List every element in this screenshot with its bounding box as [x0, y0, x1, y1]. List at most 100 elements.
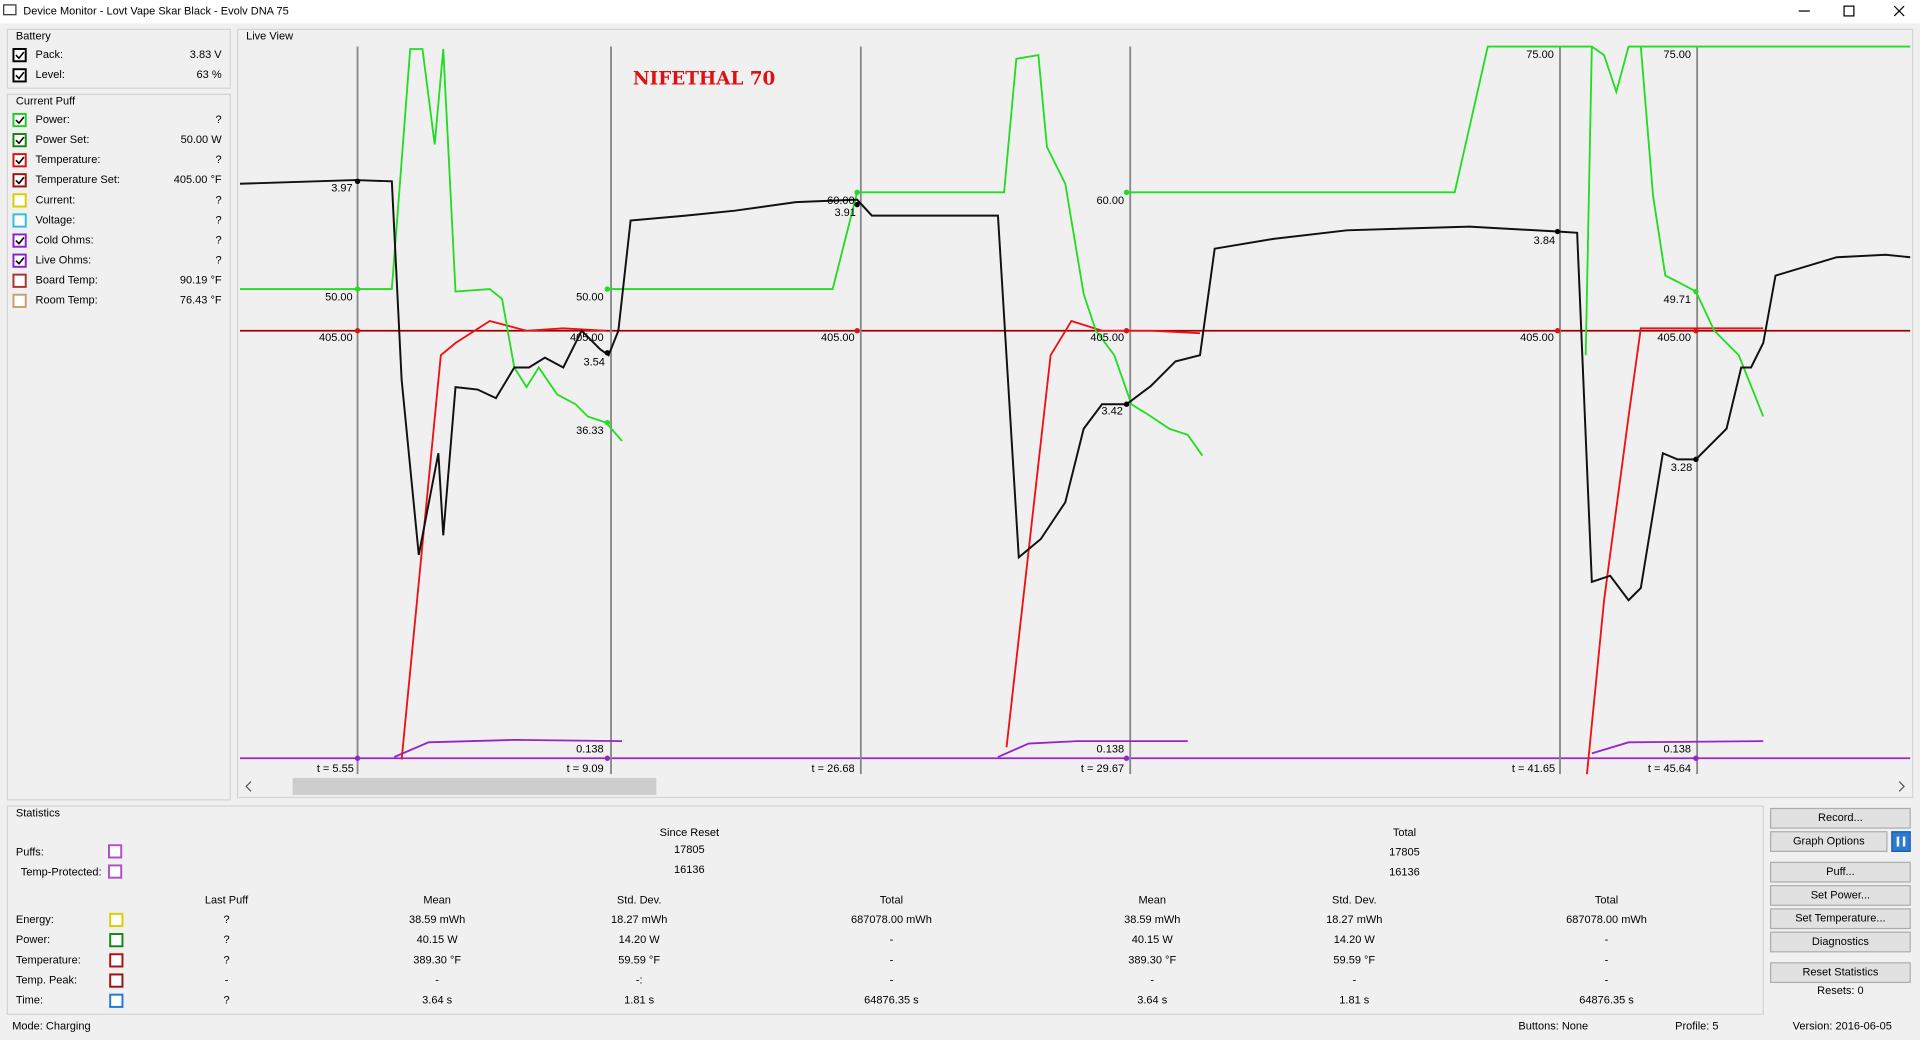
trace	[400, 319, 607, 760]
row-label: Energy:	[16, 914, 54, 926]
stat-checkbox[interactable]	[108, 844, 123, 859]
series-checkbox[interactable]	[12, 253, 27, 268]
stat-value: 3.64 s	[1137, 995, 1167, 1007]
pause-icon	[1896, 836, 1906, 847]
graph-label: 75.00	[1526, 49, 1554, 61]
stat-value: 59.59 °F	[1333, 954, 1375, 966]
check-mark	[15, 156, 25, 165]
button-label: Graph Options	[1793, 835, 1865, 847]
series-checkbox[interactable]	[12, 173, 27, 188]
graph-label: 60.00	[827, 195, 855, 207]
series-checkbox[interactable]	[12, 293, 27, 308]
scroll-left[interactable]	[245, 781, 252, 792]
stat-checkbox[interactable]	[108, 864, 123, 879]
stat-value: 1.81 s	[624, 995, 654, 1007]
button[interactable]	[1770, 831, 1888, 852]
button[interactable]	[1770, 962, 1911, 984]
group-header: Total	[1393, 827, 1416, 839]
stat-value: -	[1352, 974, 1356, 986]
row-label: Temp. Peak:	[16, 974, 77, 986]
stat-checkbox[interactable]	[109, 912, 124, 928]
button-label: Record...	[1818, 812, 1863, 824]
graph-area	[240, 46, 1911, 777]
check-mark	[15, 176, 25, 185]
stat-value: 389.30 °F	[413, 954, 461, 966]
button[interactable]	[1770, 931, 1911, 953]
stat-checkbox[interactable]	[109, 993, 124, 1008]
row-label: Room Temp:	[36, 295, 98, 307]
trace	[1584, 46, 1593, 356]
stat-value: ?	[223, 934, 229, 946]
series-checkbox[interactable]	[12, 112, 27, 128]
row-value: 3.83 V	[190, 49, 222, 61]
stat-checkbox[interactable]	[109, 973, 124, 988]
graph-label: t = 41.65	[1512, 763, 1555, 775]
column-header: Total	[1595, 894, 1618, 906]
statistics-panel	[6, 805, 1764, 1015]
battery-checkbox[interactable]	[12, 68, 27, 83]
scroll-right[interactable]	[1898, 781, 1905, 792]
sample-dot	[354, 328, 361, 334]
row-label: Temp-Protected:	[21, 867, 102, 879]
button[interactable]	[1770, 861, 1911, 883]
stat-checkbox[interactable]	[109, 933, 124, 948]
graph-label: t = 26.68	[812, 763, 855, 775]
stat-value: ?	[223, 954, 229, 966]
button[interactable]	[1770, 807, 1911, 829]
stat-value: -	[1605, 974, 1609, 986]
stat-value: -	[1605, 954, 1609, 966]
row-label: Time:	[16, 995, 43, 1007]
panel-title: Current Puff	[16, 96, 76, 108]
status-buttons: Buttons: None	[1518, 1020, 1588, 1032]
graph-label: 0.138	[576, 744, 604, 756]
button-label: Puff...	[1826, 866, 1855, 878]
restore-button[interactable]	[1843, 5, 1855, 17]
battery-checkbox[interactable]	[12, 48, 27, 63]
sample-dot	[604, 350, 611, 356]
series-checkbox[interactable]	[12, 153, 27, 168]
stat-value: 17805	[674, 844, 705, 856]
trace	[393, 738, 623, 758]
row-label: Power:	[36, 114, 70, 126]
row-label: Puffs:	[16, 846, 44, 858]
title-bar	[0, 0, 1920, 24]
graph-toggle[interactable]	[1891, 831, 1911, 852]
button[interactable]	[1770, 885, 1911, 906]
graph-label: 3.84	[1534, 235, 1555, 247]
trace	[607, 54, 1204, 457]
stat-value: 389.30 °F	[1128, 954, 1176, 966]
stat-value: -	[890, 934, 894, 946]
button-label: Set Temperature...	[1795, 913, 1885, 925]
series-checkbox[interactable]	[12, 193, 27, 208]
trace	[240, 48, 623, 442]
row-label: Level:	[36, 69, 65, 81]
stat-value: 687078.00 mWh	[1566, 914, 1647, 926]
series-checkbox[interactable]	[12, 133, 27, 148]
series-checkbox[interactable]	[12, 233, 27, 248]
check-mark	[15, 257, 25, 265]
stat-checkbox[interactable]	[109, 953, 124, 968]
graph-label: 60.00	[1097, 195, 1125, 207]
sample-dot	[1693, 755, 1699, 761]
current-puff-panel	[6, 93, 231, 801]
graph-label: 36.33	[576, 425, 604, 437]
sample-dot	[854, 328, 860, 334]
button[interactable]	[1770, 908, 1911, 930]
graph-label: 405.00	[1657, 332, 1691, 344]
scrollbar[interactable]	[240, 776, 1911, 796]
stat-value: 3.64 s	[422, 995, 452, 1007]
check-mark	[15, 237, 25, 245]
close-button[interactable]	[1893, 5, 1905, 17]
series-checkbox[interactable]	[12, 273, 27, 288]
row-label: Board Temp:	[36, 275, 98, 287]
scrollbar-thumb[interactable]	[292, 777, 657, 796]
stat-value: -	[890, 974, 894, 986]
column-header: Mean	[423, 894, 451, 906]
series-checkbox[interactable]	[12, 213, 27, 228]
sample-dot	[1554, 228, 1561, 235]
graph-label: 405.00	[821, 332, 855, 344]
stat-value: 18.27 mWh	[1326, 914, 1382, 926]
sample-dot	[354, 286, 361, 292]
sample-dot	[1693, 456, 1699, 463]
